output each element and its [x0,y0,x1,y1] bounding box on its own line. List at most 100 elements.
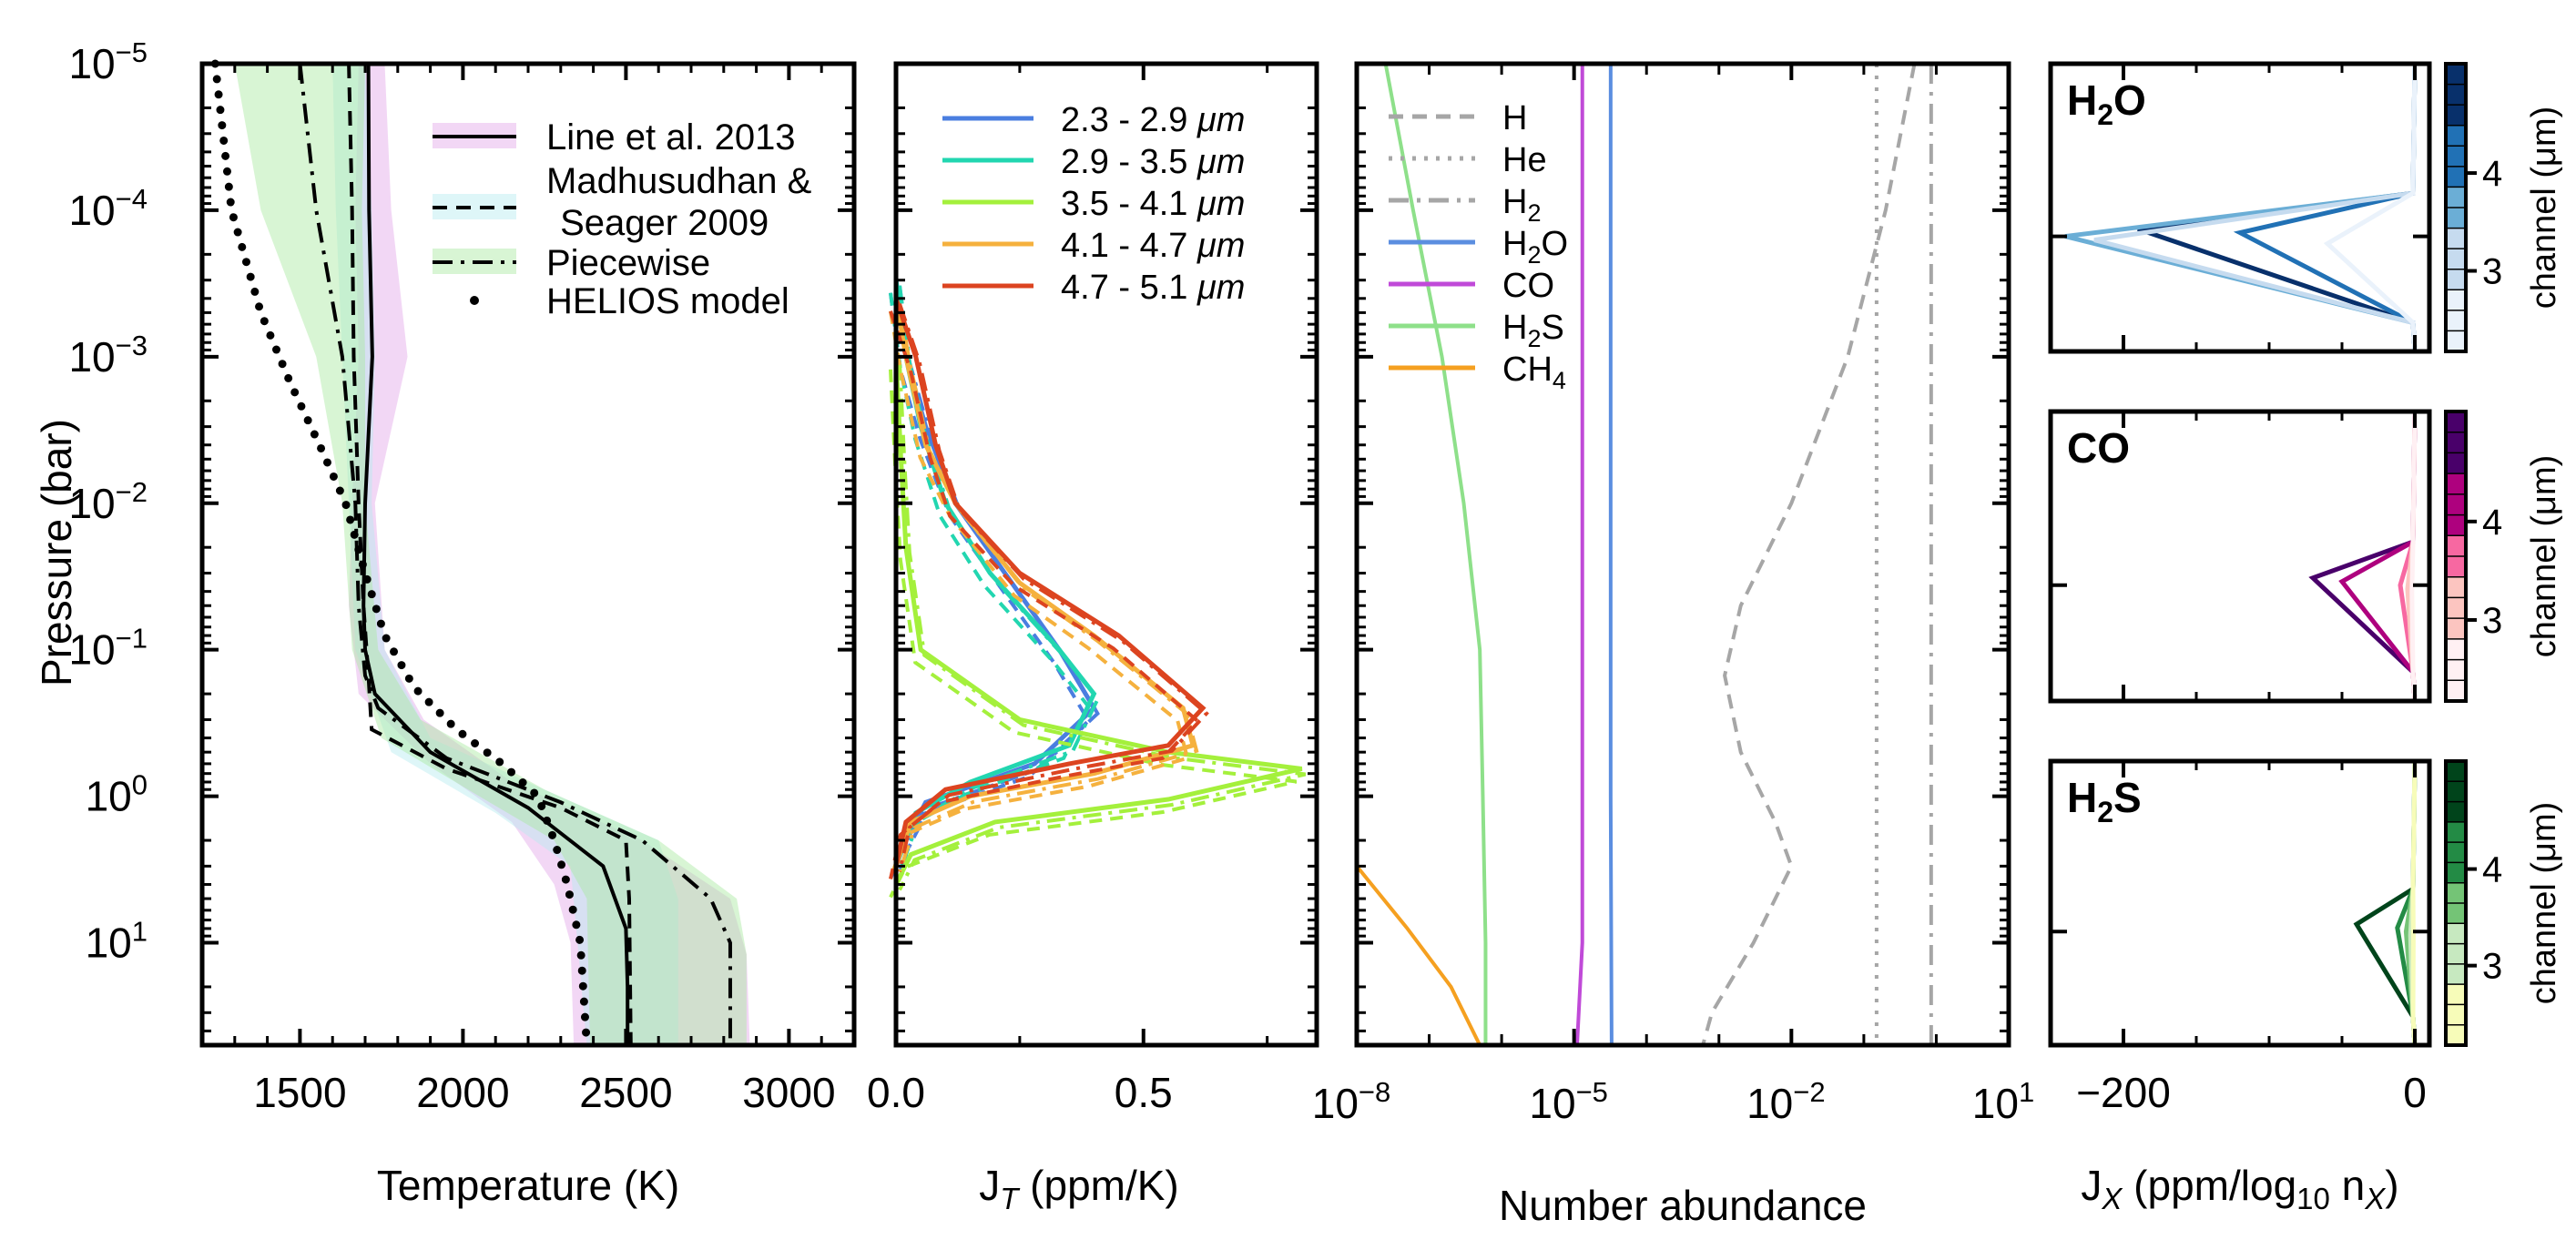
colorbar-segment [2446,984,2466,1006]
species-axes-frame [2048,61,2432,354]
colorbar-segment [2446,903,2466,925]
colorbar-segment [2446,269,2466,291]
colorbar-segment [2446,597,2466,619]
profile-line [298,63,732,1045]
legend-label: Piecewise [546,243,710,283]
colorbar-tick-label: 4 [2482,154,2502,194]
legend-label: H2O [1502,225,1568,269]
x-tick-label: 0.5 [1115,1069,1173,1116]
colorbar-segment [2446,842,2466,864]
y-tick-label: 10−4 [68,183,148,234]
x-tick-label: 1500 [253,1069,346,1116]
colorbar-segment [2446,125,2466,147]
species-title: H2O [2067,76,2146,131]
species-subplot-h2o: H2O 3 4 channel (μm) [2048,61,2563,354]
legend-label: H2S [1502,309,1564,352]
colorbar-tick-label: 3 [2482,252,2502,292]
colorbar-segment [2446,943,2466,965]
legend-label: 2.3 - 2.9 μm [1061,101,1245,139]
temperature-panel: 10−5 10−4 10−3 10−2 10−1 100 101 1500 2000 2500 30… [68,36,857,1209]
jacobian-line-alt [889,292,1091,880]
jacobian-line-alt [889,310,1200,879]
helios-model-line [210,59,591,1050]
species-subplots: H2O 3 4 channel (μm) CO 3 4 channel (μm) H2S 3 4 ch… [2048,61,2563,1116]
legend-label: CH4 [1502,351,1566,394]
colorbar-segment [2446,680,2466,702]
uncertainty-band [349,64,750,1045]
colorbar-segment [2446,882,2466,904]
colorbar-segment [2446,249,2466,270]
profile-line [361,63,630,1045]
colorbar-segment [2446,535,2466,557]
colorbar-segment [2446,208,2466,229]
colorbar-segment [2446,1024,2466,1046]
temperature-xlabel: Temperature (K) [377,1162,679,1209]
x-tick-label: 0 [2403,1069,2427,1116]
colorbar-segment [2446,862,2466,884]
colorbar-segment [2446,556,2466,578]
legend-marker [470,296,479,305]
species-jacobian-line [2137,63,2418,352]
legend-label: H2 [1502,183,1541,227]
colorbar-segment [2446,618,2466,640]
profile-line [347,63,633,1046]
colorbar-segment [2446,638,2466,661]
species-subplot-h2s: H2S 3 4 channel (μm) −200 0 [2048,758,2563,1116]
legend-label: Madhusudhan & Seager 2009 [546,161,812,243]
abundance-line [1574,64,1584,1046]
colorbar-segment [2446,105,2466,127]
abundance-axes-frame [1354,61,2011,1048]
colorbar-label: channel (μm) [2525,107,2563,310]
legend-label: 4.1 - 4.7 μm [1061,227,1245,265]
colorbar-segment [2446,84,2466,106]
uncertainty-band [234,64,747,1045]
species-jacobian-panel: H2O 3 4 channel (μm) CO 3 4 channel (μm) H2S 3 4 ch… [2048,61,2563,1215]
x-tick-label: 10−8 [1312,1076,1391,1127]
x-tick-label: 10−2 [1746,1076,1826,1127]
species-axes-frame [2048,409,2432,704]
temperature-jacobian-panel: 0.0 0.5 2.3 - 2.9 μm 2.9 - 3.5 μm 3.5 - 4.1… [867,61,1319,1215]
colorbar-segment [2446,514,2466,537]
colorbar-segment [2446,493,2466,516]
species-jacobian-xlabel: JX (ppm/log10 nX) [2081,1162,2398,1215]
jacobian-line [893,298,1196,868]
colorbar-segment [2446,659,2466,682]
legend-label: 2.9 - 3.5 μm [1061,143,1245,181]
abundance-ticks: 10−8 10−5 10−2 101 [1312,62,2034,1127]
colorbar-segment [2446,576,2466,599]
colorbar-segment [2446,412,2466,433]
legend-label: 3.5 - 4.1 μm [1061,185,1245,223]
jacobian-xlabel: JT (ppm/K) [979,1162,1179,1215]
colorbar-label: channel (μm) [2525,802,2563,1005]
abundance-line [1701,63,1917,1046]
y-tick-label: 10−2 [68,476,148,527]
abundance-series [1355,63,1933,1046]
x-tick-label: 3000 [742,1069,835,1116]
x-tick-label: 0.0 [867,1069,925,1116]
x-tick-label: 10−5 [1529,1076,1608,1127]
abundance-xlabel: Number abundance [1499,1182,1867,1229]
y-tick-label: 101 [86,916,148,967]
jacobian-axes-frame [893,61,1319,1048]
colorbar-segment [2446,187,2466,208]
colorbar-segment [2446,452,2466,474]
abundance-line [1355,865,1481,1046]
y-axis-label: Pressure (bar) [33,419,80,686]
colorbar-segment [2446,432,2466,454]
colorbar-tick-label: 4 [2482,850,2502,890]
legend-label: HELIOS model [546,281,789,321]
y-tick-label: 10−3 [68,330,148,381]
jacobian-line-alt [889,310,1190,880]
colorbar-label: channel (μm) [2525,455,2563,658]
colorbar-segment [2446,473,2466,495]
colorbar-segment [2446,290,2466,311]
colorbar-frame [2444,759,2468,1047]
colorbar-segment [2446,330,2466,352]
colorbar-segment [2446,821,2466,843]
species-title: H2S [2067,774,2142,828]
jacobian-legend: 2.3 - 2.9 μm 2.9 - 3.5 μm 3.5 - 4.1 μm 4.1 … [942,101,1245,307]
